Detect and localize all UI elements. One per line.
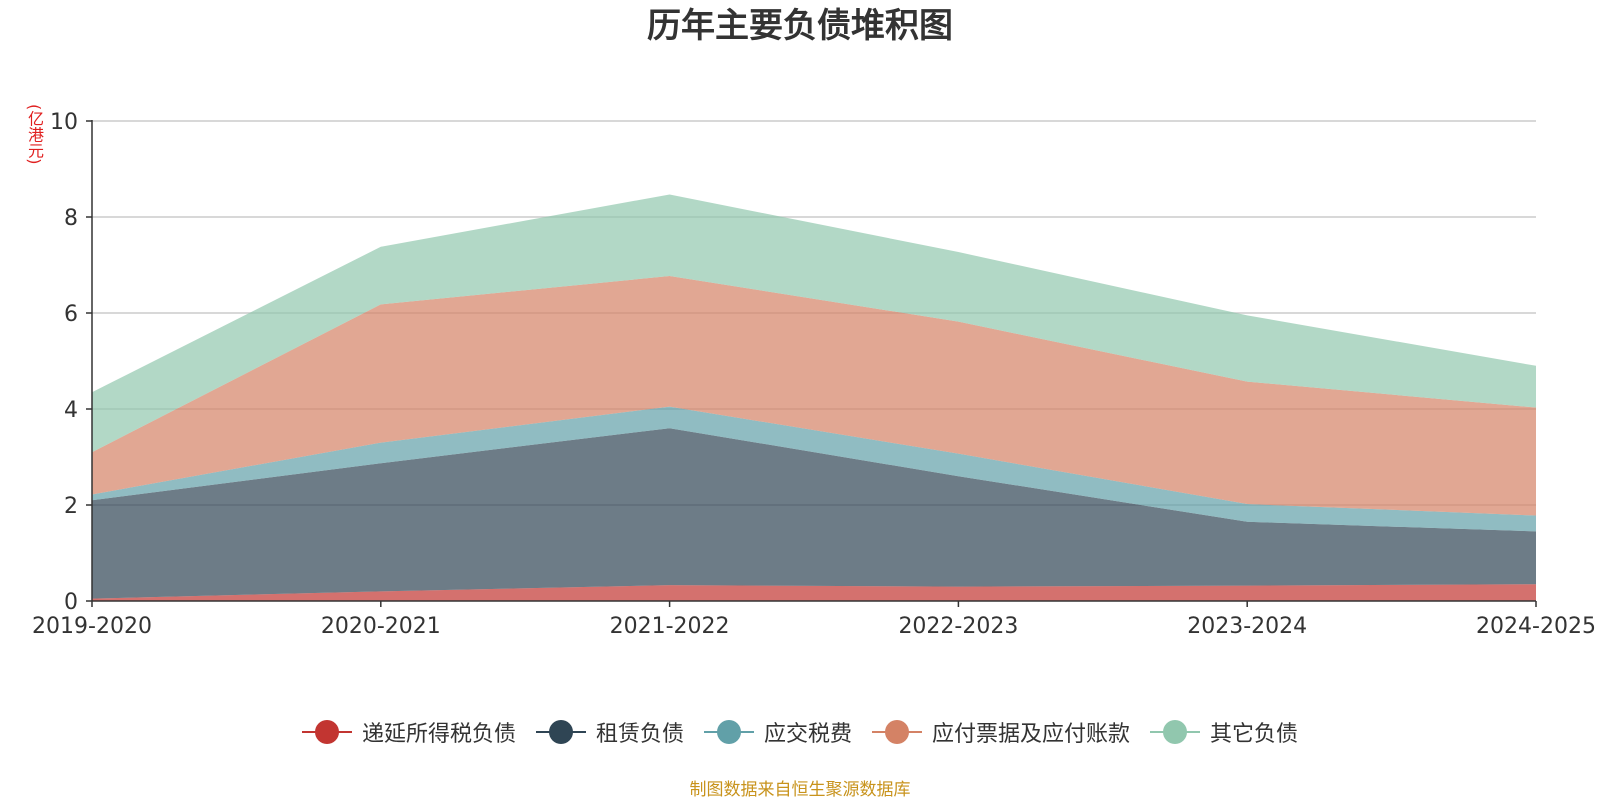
legend-label: 应付票据及应付账款 <box>932 722 1131 747</box>
axes <box>86 120 1537 607</box>
x-tick-label-3: 2022-2023 <box>898 614 1018 639</box>
legend-item-2[interactable]: 应交税费 <box>703 716 852 748</box>
y-axis-unit-label: (亿港元) <box>25 104 44 165</box>
y-tick-label-5: 10 <box>50 110 78 135</box>
legend-label: 租赁负债 <box>595 722 684 747</box>
y-tick-label-1: 2 <box>64 494 78 519</box>
legend-marker-icon <box>703 720 754 744</box>
y-tick-label-2: 4 <box>64 398 78 423</box>
y-tick-label-3: 6 <box>64 302 78 327</box>
legend-marker-icon <box>301 720 352 744</box>
series-area-2 <box>92 406 1536 532</box>
series-area-4 <box>92 194 1536 453</box>
tick-labels: 0 2 4 6 8 10 2019-2020 2020-2021 2021-2022 2022-2… <box>32 110 1596 639</box>
legend-label: 其它负债 <box>1210 722 1299 747</box>
x-tick-label-2: 2021-2022 <box>610 614 730 639</box>
x-tick-label-4: 2023-2024 <box>1187 614 1307 639</box>
x-tick-label-1: 2020-2021 <box>321 614 441 639</box>
area-series <box>92 194 1536 601</box>
legend-item-4[interactable]: 其它负债 <box>1150 716 1298 748</box>
legend-marker-icon <box>872 720 922 744</box>
x-tick-label-0: 2019-2020 <box>32 614 152 639</box>
chart-title: 历年主要负债堆积图 <box>647 6 953 46</box>
legend-item-3[interactable]: 应付票据及应付账款 <box>872 716 1130 748</box>
series-area-0 <box>92 584 1536 601</box>
legend-marker-icon <box>1150 720 1201 744</box>
y-tick-label-4: 8 <box>64 206 78 231</box>
series-area-1 <box>92 428 1536 599</box>
series-area-3 <box>92 276 1536 516</box>
legend-item-0[interactable]: 递延所得税负债 <box>301 716 516 748</box>
data-source-note: 制图数据来自恒生聚源数据库 <box>689 780 911 800</box>
legend-label: 递延所得税负债 <box>361 722 516 747</box>
legend-label: 应交税费 <box>763 722 852 747</box>
legend-marker-icon <box>535 720 586 744</box>
y-tick-label-0: 0 <box>64 590 78 615</box>
legend-item-1[interactable]: 租赁负债 <box>535 716 684 748</box>
x-tick-label-5: 2024-2025 <box>1476 614 1596 639</box>
legend: 递延所得税负债 租赁负债 应交税费 应付票据及应付账款 其它负债 <box>0 716 1600 748</box>
